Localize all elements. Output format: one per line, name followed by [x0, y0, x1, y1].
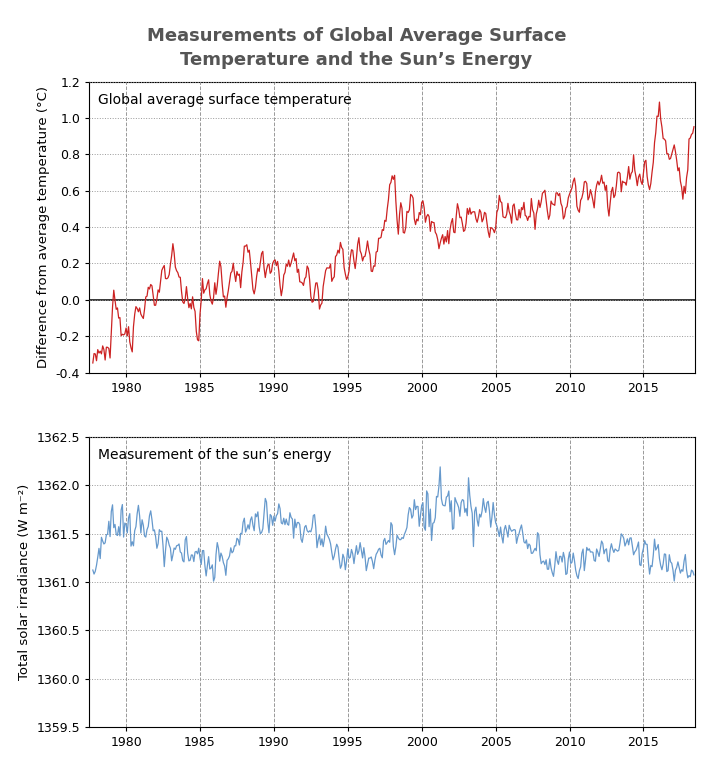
Text: Measurements of Global Average Surface
Temperature and the Sun’s Energy: Measurements of Global Average Surface T…	[147, 27, 566, 68]
Text: Measurement of the sun’s energy: Measurement of the sun’s energy	[98, 448, 332, 462]
Y-axis label: Difference from average temperature (°C): Difference from average temperature (°C)	[37, 86, 50, 368]
Text: Global average surface temperature: Global average surface temperature	[98, 93, 352, 107]
Y-axis label: Total solar irradiance (W m⁻²): Total solar irradiance (W m⁻²)	[18, 484, 31, 680]
